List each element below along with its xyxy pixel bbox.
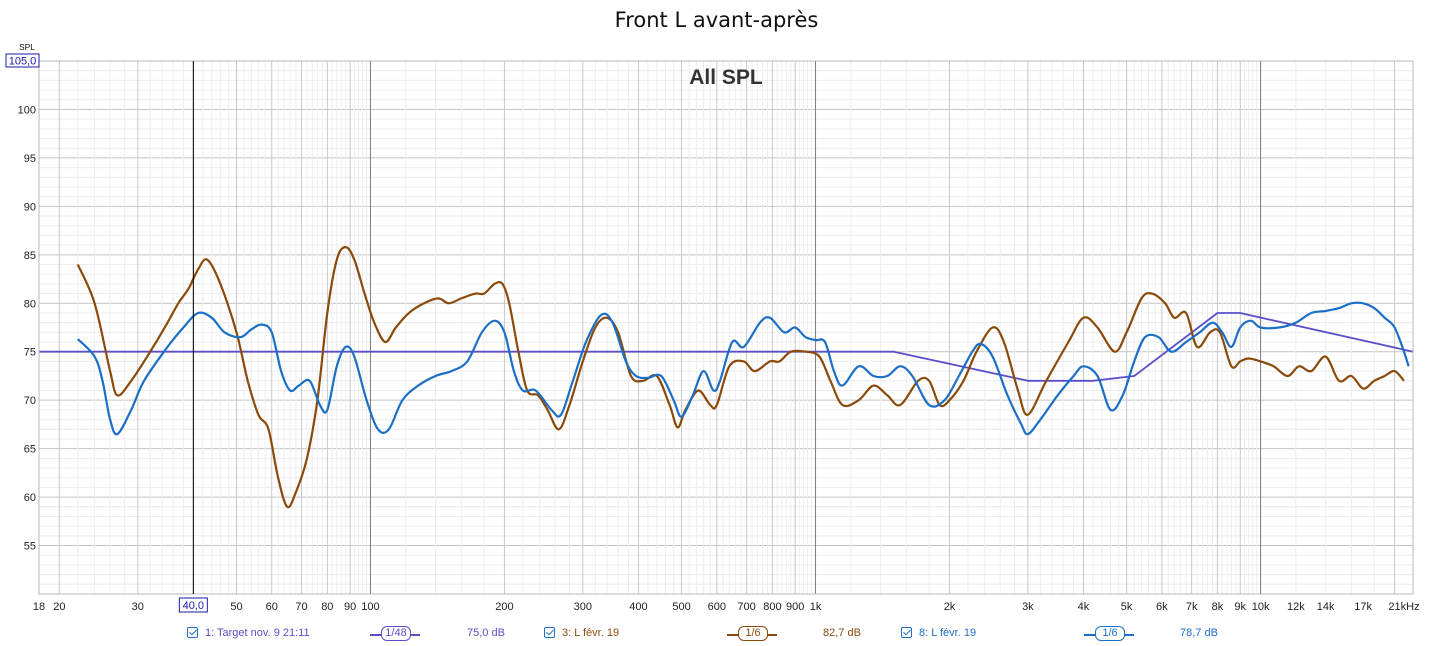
x-tick-label: 90 — [344, 601, 356, 613]
y-ticks: 55 60 65 70 75 80 85 90 95 100 — [18, 104, 36, 552]
x-tick-label: 100 — [361, 601, 379, 613]
series-1-smoothing[interactable]: 1/48 — [381, 626, 411, 641]
x-ticks: 18 20 30 50 60 70 80 90 100 200 300 400 500 600 700 800… — [33, 601, 1420, 613]
x-tick-label: 200 — [495, 601, 513, 613]
y-readout-box[interactable]: 105,0 — [5, 53, 40, 68]
x-tick-label: 50 — [230, 601, 242, 613]
series-3-level: 82,7 dB — [823, 627, 861, 639]
y-tick-label: 70 — [24, 395, 36, 407]
x-tick-label: 800 — [763, 601, 781, 613]
legend: 1: Target nov. 9 21:11 1/48 75,0 dB 3: L… — [0, 624, 1433, 644]
x-tick-label: 500 — [672, 601, 690, 613]
series-8-label: 8: L févr. 19 — [919, 627, 977, 639]
series-line-3 — [77, 301, 1410, 436]
x-tick-label: 10k — [1252, 601, 1270, 613]
x-tick-label: 2k — [944, 601, 956, 613]
x-tick-label: 3k — [1022, 601, 1034, 613]
x-tick-label: 20 — [53, 601, 65, 613]
grid — [39, 61, 1413, 594]
x-tick-label: 400 — [629, 601, 647, 613]
series-line-1 — [39, 312, 1414, 382]
y-tick-label: 85 — [24, 250, 36, 262]
y-axis-label: SPL — [19, 42, 35, 52]
y-readout-value: 105,0 — [9, 56, 37, 68]
x-tick-label: 30 — [132, 601, 144, 613]
series-8-level: 78,7 dB — [1180, 627, 1218, 639]
series-layer — [39, 246, 1414, 509]
x-tick-label: 17k — [1354, 601, 1372, 613]
x-tick-label: 80 — [321, 601, 333, 613]
x-tick-label: 9k — [1234, 601, 1246, 613]
y-tick-label: 75 — [24, 347, 36, 359]
series-3-smoothing[interactable]: 1/6 — [738, 626, 768, 641]
y-tick-label: 90 — [24, 201, 36, 213]
x-tick-label: 7k — [1186, 601, 1198, 613]
series-1-checkbox[interactable] — [187, 627, 198, 638]
x-tick-label: 6k — [1156, 601, 1168, 613]
x-tick-label: 18 — [33, 601, 45, 613]
x-tick-label: 700 — [737, 601, 755, 613]
y-tick-label: 55 — [24, 541, 36, 553]
cursor[interactable]: 40,0 — [178, 61, 208, 613]
x-readout-box[interactable] — [178, 597, 208, 613]
series-8-checkbox[interactable] — [901, 627, 912, 638]
series-3-checkbox[interactable] — [544, 627, 555, 638]
x-tick-label: 4k — [1078, 601, 1090, 613]
x-tick-label: 21kHz — [1388, 601, 1419, 613]
series-line-2 — [76, 246, 1405, 509]
x-readout-value: 40,0 — [183, 600, 204, 612]
x-tick-label: 300 — [574, 601, 592, 613]
x-tick-label: 8k — [1212, 601, 1224, 613]
x-tick-label: 600 — [708, 601, 726, 613]
x-tick-label: 70 — [295, 601, 307, 613]
x-tick-label: 900 — [786, 601, 804, 613]
y-tick-label: 60 — [24, 492, 36, 504]
series-1-level: 75,0 dB — [467, 627, 505, 639]
x-tick-label: 60 — [266, 601, 278, 613]
series-1-label: 1: Target nov. 9 21:11 — [205, 627, 310, 639]
y-tick-label: 100 — [18, 104, 36, 116]
x-tick-label: 14k — [1317, 601, 1335, 613]
x-tick-label: 1k — [810, 601, 822, 613]
y-tick-label: 95 — [24, 153, 36, 165]
y-tick-label: 65 — [24, 444, 36, 456]
series-3-label: 3: L févr. 19 — [562, 627, 620, 639]
series-8-smoothing[interactable]: 1/6 — [1095, 626, 1125, 641]
chart-subtitle: All SPL — [689, 66, 763, 89]
y-tick-label: 80 — [24, 298, 36, 310]
plot-frame — [38, 60, 1414, 595]
x-tick-label: 12k — [1287, 601, 1305, 613]
x-tick-label: 5k — [1121, 601, 1133, 613]
chart-title: Front L avant-après — [614, 8, 819, 32]
